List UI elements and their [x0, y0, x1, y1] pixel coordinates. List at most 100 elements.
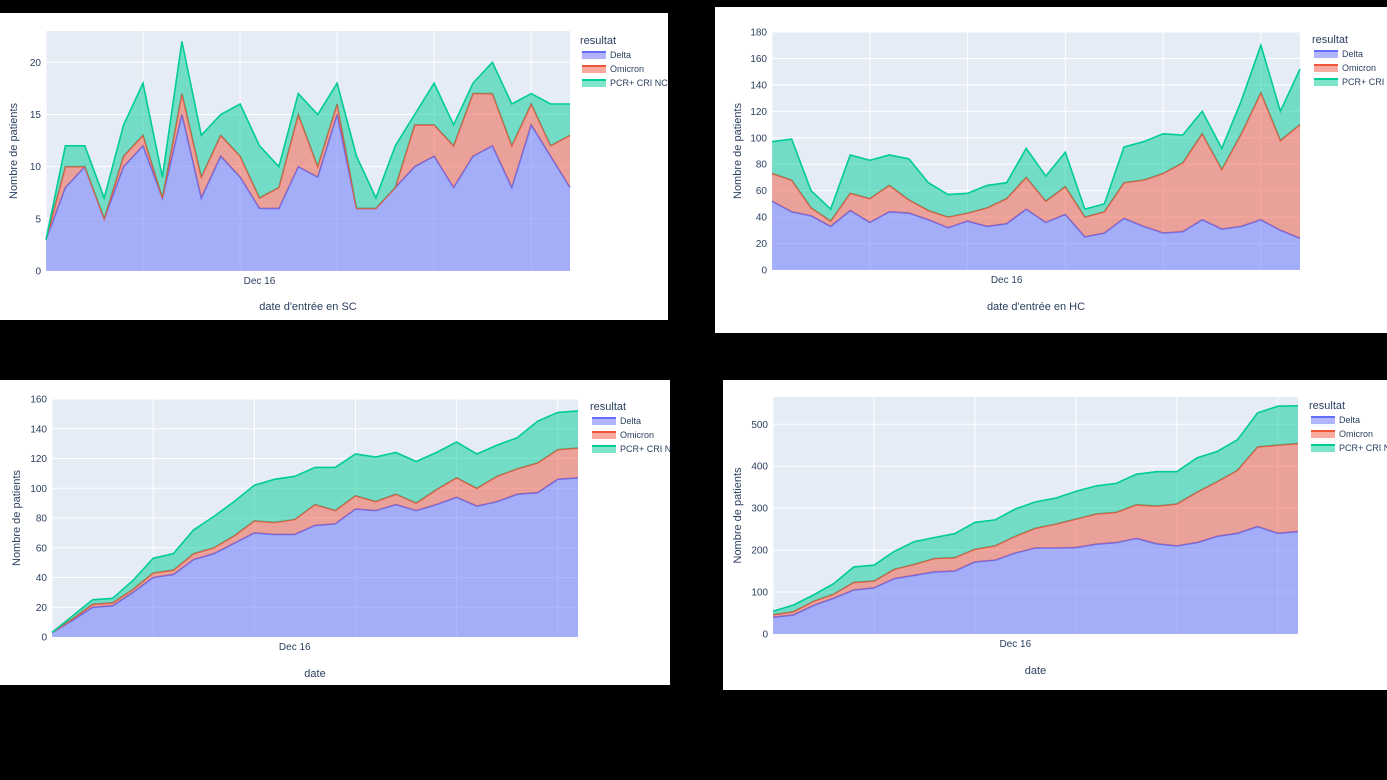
legend-label: Omicron	[1339, 429, 1373, 439]
chart-sc-svg: 0 5 10 15 20 Dec 16 date d'entrée en SC Nombre …	[8, 31, 668, 313]
y-axis-title: Nombre de patients	[732, 467, 744, 563]
legend-item-pcr[interactable]: PCR+ CRI NC	[1314, 77, 1387, 87]
y-tick-label: 20	[30, 58, 42, 69]
y-tick-label: 15	[30, 110, 42, 121]
legend-item-omicron[interactable]: Omicron	[1311, 429, 1373, 439]
legend-item-delta[interactable]: Delta	[1314, 49, 1363, 59]
legend-swatch-fill	[1314, 65, 1338, 72]
x-tick-label: Dec 16	[991, 275, 1023, 286]
y-tick-label: 100	[751, 588, 768, 599]
legend-swatch-fill	[1314, 79, 1338, 86]
legend-label: Omicron	[1342, 63, 1376, 73]
area-pcr	[773, 405, 1298, 615]
legend-title: resultat	[590, 401, 626, 413]
legend-title: resultat	[580, 35, 616, 47]
legend-swatch-fill	[582, 80, 606, 87]
legend-item-delta[interactable]: Delta	[592, 416, 641, 426]
legend-label: Delta	[1342, 49, 1363, 59]
chart-cumul-1-svg: 0 20 40 60 80 100 120 140 160 Dec 16 date Nombre de…	[11, 395, 670, 681]
y-tick-label: 0	[762, 630, 768, 641]
legend-label: Delta	[620, 416, 641, 426]
chart-cumul-2-svg: 0 100 200 300 400 500 Dec 16 date Nombre de pati…	[732, 397, 1387, 677]
chart-panel-hc: 0 20 40 60 80 100 120 140 160 180 Dec 16 date d'ent…	[715, 7, 1387, 333]
y-tick-label: 80	[756, 160, 768, 171]
y-tick-label: 60	[756, 186, 768, 197]
legend-swatch-fill	[1311, 431, 1335, 438]
legend-swatch-fill	[592, 432, 616, 439]
y-axis-title: Nombre de patients	[732, 103, 744, 199]
legend-item-delta[interactable]: Delta	[582, 50, 631, 60]
area-delta	[773, 526, 1298, 634]
legend-title: resultat	[1312, 34, 1348, 46]
x-axis-title: date d'entrée en HC	[987, 301, 1085, 313]
x-tick-label: Dec 16	[279, 642, 311, 653]
y-tick-label: 500	[751, 420, 768, 431]
line-pcr	[45, 41, 570, 240]
x-axis-title: date	[1025, 665, 1046, 677]
legend-label: PCR+ CRI NC	[610, 78, 668, 88]
legend-label: Omicron	[610, 64, 644, 74]
y-tick-label: 20	[756, 239, 768, 250]
legend-item-omicron[interactable]: Omicron	[582, 64, 644, 74]
legend-label: Delta	[610, 50, 631, 60]
y-tick-label: 10	[30, 162, 42, 173]
y-tick-label: 120	[750, 107, 767, 118]
legend-swatch-fill	[582, 52, 606, 59]
legend-swatch-fill	[1311, 417, 1335, 424]
legend-label: PCR+ CRI NC	[1342, 77, 1387, 87]
y-axis-title: Nombre de patients	[8, 103, 20, 199]
y-tick-label: 20	[36, 603, 48, 614]
area-omicron	[52, 448, 578, 633]
legend-swatch-fill	[592, 446, 616, 453]
y-tick-label: 160	[30, 395, 47, 406]
line-pcr	[51, 410, 579, 634]
line-pcr	[772, 405, 1299, 613]
area-pcr	[52, 410, 578, 633]
x-tick-label: Dec 16	[244, 276, 276, 287]
y-tick-label: 60	[36, 543, 48, 554]
y-tick-label: 0	[41, 633, 47, 644]
area-omicron	[46, 93, 570, 240]
legend-title: resultat	[1309, 400, 1345, 412]
area-delta	[772, 201, 1300, 270]
legend-swatch-fill	[1311, 445, 1335, 452]
legend-item-pcr[interactable]: PCR+ CRI NC	[1311, 443, 1387, 453]
legend-label: Omicron	[620, 430, 654, 440]
area-omicron	[773, 443, 1298, 618]
line-omicron	[51, 447, 579, 634]
y-tick-label: 140	[30, 424, 47, 435]
y-tick-label: 100	[750, 133, 767, 144]
y-tick-label: 100	[30, 484, 47, 495]
area-pcr	[46, 41, 570, 240]
y-tick-label: 120	[30, 454, 47, 465]
line-pcr	[771, 42, 1301, 211]
y-tick-label: 40	[36, 573, 48, 584]
y-tick-label: 160	[750, 54, 767, 65]
y-tick-label: 80	[36, 514, 48, 525]
legend-swatch-fill	[582, 66, 606, 73]
legend-item-omicron[interactable]: Omicron	[1314, 63, 1376, 73]
legend-item-pcr[interactable]: PCR+ CRI NC	[592, 444, 670, 454]
chart-panel-sc: 0 5 10 15 20 Dec 16 date d'entrée en SC Nombre …	[0, 13, 668, 320]
y-axis-title: Nombre de patients	[11, 470, 23, 566]
y-tick-label: 400	[751, 462, 768, 473]
y-tick-label: 300	[751, 504, 768, 515]
legend-swatch-fill	[592, 418, 616, 425]
chart-panel-cumul-2: 0 100 200 300 400 500 Dec 16 date Nombre de pati…	[723, 380, 1387, 690]
y-tick-label: 200	[751, 546, 768, 557]
x-tick-label: Dec 16	[999, 639, 1031, 650]
area-delta	[46, 114, 570, 271]
chart-hc-svg: 0 20 40 60 80 100 120 140 160 180 Dec 16 date d'ent…	[732, 28, 1387, 314]
legend-swatch-fill	[1314, 51, 1338, 58]
y-tick-label: 180	[750, 28, 767, 39]
legend-label: PCR+ CRI NC	[1339, 443, 1387, 453]
y-tick-label: 5	[35, 214, 41, 225]
y-tick-label: 140	[750, 80, 767, 91]
area-pcr	[772, 45, 1300, 222]
legend-item-pcr[interactable]: PCR+ CRI NC	[582, 78, 668, 88]
y-tick-label: 40	[756, 213, 768, 224]
legend-item-delta[interactable]: Delta	[1311, 415, 1360, 425]
legend-item-omicron[interactable]: Omicron	[592, 430, 654, 440]
y-tick-label: 0	[761, 266, 767, 277]
area-omicron	[772, 92, 1300, 239]
